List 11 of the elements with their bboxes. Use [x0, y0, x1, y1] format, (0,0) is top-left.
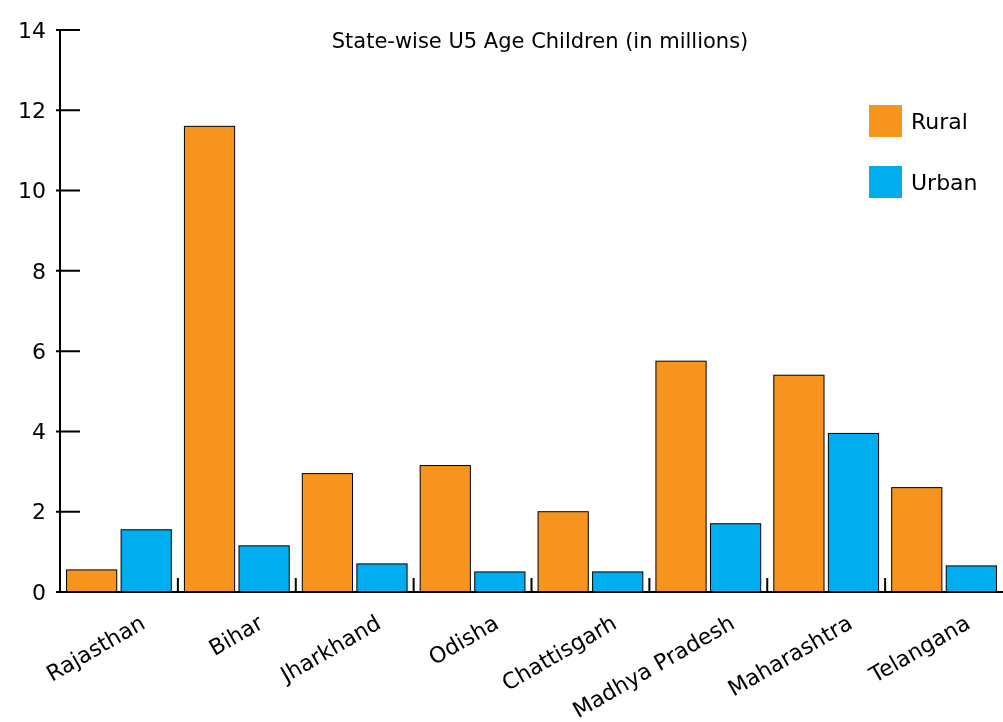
chart-title: State-wise U5 Age Children (in millions)	[331, 29, 749, 53]
legend-label: Rural	[911, 108, 968, 134]
y-tick-label: 6	[32, 338, 46, 364]
legend-label: Urban	[911, 169, 978, 195]
y-tick-label: 2	[32, 499, 46, 525]
y-tick-label: 4	[32, 419, 46, 445]
y-tick-label: 10	[18, 178, 46, 204]
y-tick-label: 14	[18, 17, 46, 43]
y-tick-label: 8	[32, 258, 46, 284]
y-tick-label: 0	[32, 579, 46, 605]
y-tick-label: 12	[18, 97, 46, 123]
